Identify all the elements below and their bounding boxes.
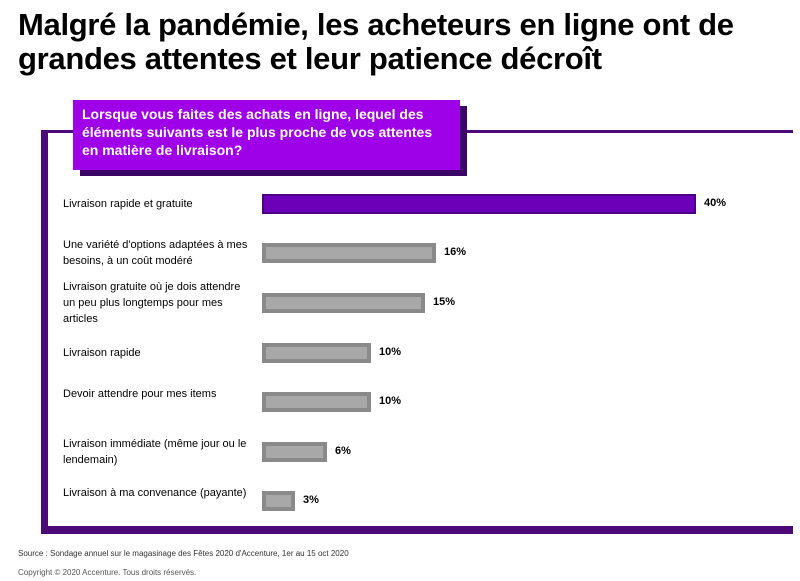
bar [262,293,425,313]
category-label: Livraison rapide et gratuite [63,198,193,210]
copyright-note: Copyright © 2020 Accenture. Tous droits … [18,568,197,577]
value-label: 10% [379,395,402,407]
value-label: 3% [303,494,319,506]
category-label: Livraison immédiate (même jour ou le len… [63,438,247,466]
bar [262,343,371,363]
category-label: Livraison rapide [63,347,141,359]
category-label: Livraison gratuite où je dois attendre u… [63,281,241,325]
question-box: Lorsque vous faites des achats en ligne,… [73,100,460,170]
value-label: 40% [704,197,727,209]
category-label: Livraison à ma convenance (payante) [63,487,247,499]
value-label: 10% [379,346,402,358]
bar [262,491,295,511]
bar [262,442,327,462]
value-label: 15% [433,296,456,308]
bar [262,392,371,412]
value-label: 16% [444,246,467,258]
category-label: Une variété d'options adaptées à mes bes… [63,239,248,267]
category-label: Devoir attendre pour mes items [63,388,217,400]
page-title: Malgré la pandémie, les acheteurs en lig… [18,7,734,76]
source-note: Source : Sondage annuel sur le magasinag… [18,549,349,558]
value-label: 6% [335,445,351,457]
bar [262,194,696,214]
bar [262,243,436,263]
